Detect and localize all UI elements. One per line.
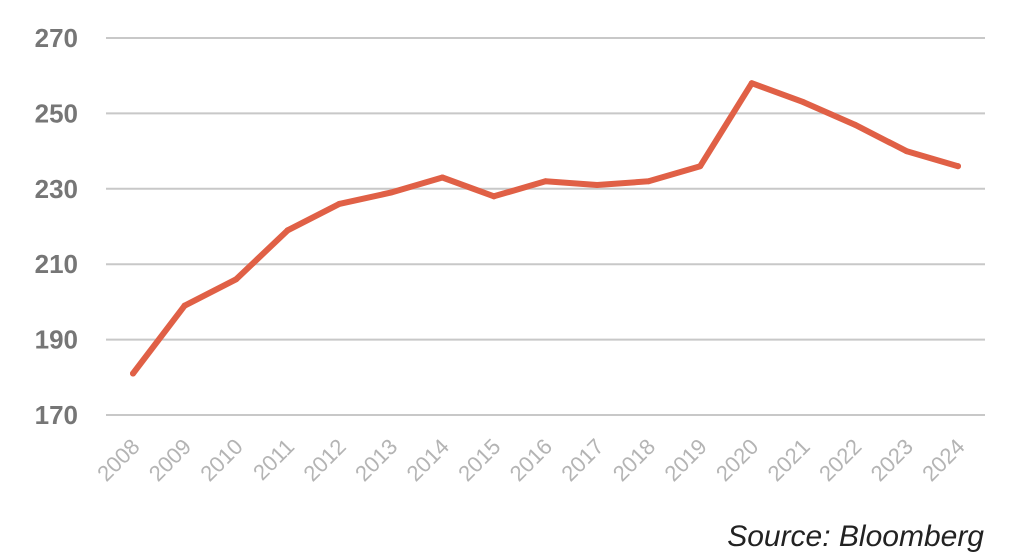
data-point — [130, 370, 136, 377]
x-tick-label: 2024 — [917, 434, 969, 486]
x-tick-label: 2013 — [350, 434, 402, 486]
y-axis-ticks: 170 190 210 230 250 270 — [35, 23, 78, 430]
x-tick-label: 2021 — [763, 434, 815, 486]
data-point — [439, 174, 446, 181]
x-tick-label: 2012 — [298, 434, 350, 486]
x-tick-label: 2020 — [711, 434, 763, 486]
y-tick-label: 170 — [35, 400, 78, 430]
data-point — [233, 276, 240, 283]
data-point — [748, 80, 755, 87]
x-tick-label: 2022 — [814, 434, 866, 486]
y-tick-label: 270 — [35, 23, 78, 53]
data-point — [336, 200, 343, 207]
x-tick-label: 2014 — [402, 434, 454, 486]
y-tick-label: 230 — [35, 174, 78, 204]
x-tick-label: 2023 — [866, 434, 918, 486]
x-tick-label: 2016 — [505, 434, 557, 486]
x-tick-label: 2015 — [453, 434, 505, 486]
x-axis-ticks: 2008 2009 2010 2011 2012 2013 2014 2015 2016 2017… — [92, 434, 969, 486]
x-tick-label: 2009 — [144, 434, 196, 486]
x-tick-label: 2018 — [608, 434, 660, 486]
x-tick-label: 2010 — [195, 434, 247, 486]
series-layer — [130, 80, 961, 377]
y-tick-label: 250 — [35, 98, 78, 128]
data-point — [955, 163, 961, 170]
source-note: Source: Bloomberg — [727, 520, 984, 553]
data-point — [645, 178, 652, 185]
gridlines — [106, 37, 985, 416]
y-tick-label: 190 — [35, 325, 78, 355]
x-tick-label: 2019 — [659, 434, 711, 486]
data-point — [851, 121, 858, 128]
data-point — [284, 227, 291, 234]
data-point — [181, 302, 188, 309]
x-tick-label: 2017 — [556, 434, 608, 486]
data-point — [542, 178, 549, 185]
x-tick-label: 2011 — [248, 434, 299, 485]
data-point — [800, 99, 807, 106]
data-point — [387, 189, 394, 196]
data-point — [594, 182, 601, 189]
y-tick-label: 210 — [35, 249, 78, 279]
data-point — [697, 163, 704, 170]
data-point — [490, 193, 497, 200]
x-tick-label: 2008 — [92, 434, 144, 486]
data-point — [903, 148, 910, 155]
series-line — [130, 80, 961, 377]
